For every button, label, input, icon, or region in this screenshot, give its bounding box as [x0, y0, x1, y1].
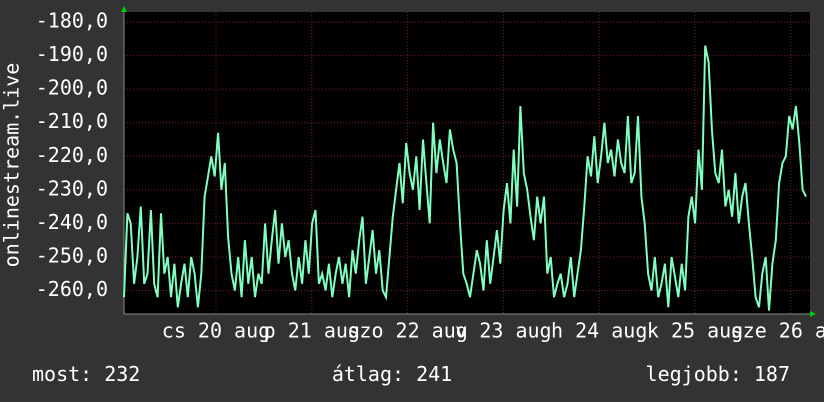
stat-value: 241: [416, 362, 452, 386]
y-tick-label: -180,0: [36, 9, 108, 33]
y-arrow: [121, 6, 127, 12]
y-tick-label: -210,0: [36, 109, 108, 133]
y-tick-label: -230,0: [36, 176, 108, 200]
x-tick-label: sze 26 aug: [731, 319, 824, 343]
stat-label: legjobb:: [646, 362, 742, 386]
y-tick-label: -240,0: [36, 210, 108, 234]
y-axis-label: onlinestream.live: [0, 63, 24, 268]
stat-value: 187: [754, 362, 790, 386]
y-tick-label: -200,0: [36, 76, 108, 100]
y-tick-label: -260,0: [36, 277, 108, 301]
stat-label: átlag:: [332, 362, 404, 386]
x-tick-label: p 21 aug: [264, 319, 360, 343]
line: [123, 45, 807, 311]
stat-label: most:: [32, 362, 92, 386]
stat: legjobb: 187: [646, 362, 790, 386]
stat: átlag: 241: [332, 362, 452, 386]
stat: most: 232: [32, 362, 140, 386]
x-tick-label: cs 20 aug: [162, 319, 270, 343]
y-tick-label: -190,0: [36, 42, 108, 66]
stat-value: 232: [104, 362, 140, 386]
x-tick-label: h 24 aug: [551, 319, 647, 343]
x-tick-label: szo 22 aug: [347, 319, 467, 343]
y-tick-label: -250,0: [36, 243, 108, 267]
x-arrow: [810, 311, 816, 317]
x-tick-label: v 23 aug: [455, 319, 551, 343]
y-tick-label: -220,0: [36, 143, 108, 167]
x-tick-label: k 25 aug: [647, 319, 743, 343]
